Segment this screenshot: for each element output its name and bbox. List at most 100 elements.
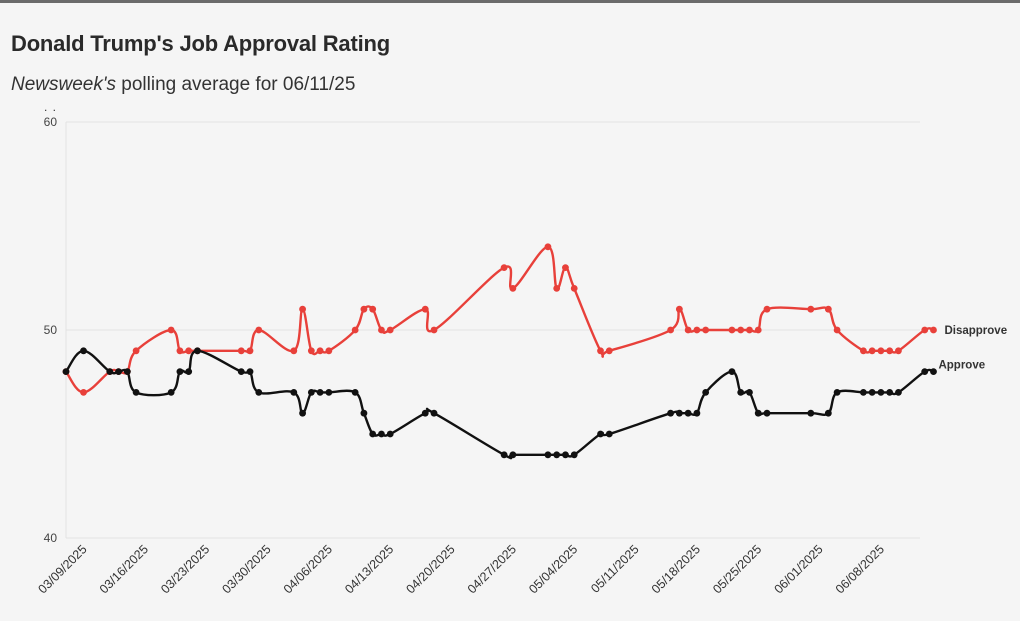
approve-data-point [378, 430, 385, 438]
x-tick-label: 04/06/2025 [281, 542, 335, 596]
disapprove-data-point [605, 347, 613, 355]
approve-data-point [684, 409, 692, 417]
x-tick-label: 05/11/2025 [588, 542, 642, 596]
disapprove-series-line [65, 245, 934, 394]
approve-data-point [62, 368, 70, 375]
x-tick-label: 03/30/2025 [220, 542, 274, 596]
approve-data-point [360, 409, 368, 417]
x-tick-label: 05/18/2025 [649, 542, 703, 596]
approve-data-point [859, 389, 867, 396]
x-tick-label: 04/27/2025 [465, 542, 519, 596]
approve-data-point [737, 389, 745, 396]
disapprove-data-point [386, 326, 394, 334]
disapprove-data-point [824, 305, 832, 313]
approve-data-point [930, 368, 937, 375]
disapprove-data-point [675, 305, 683, 313]
approve-data-point [553, 451, 561, 459]
disapprove-data-point [185, 347, 193, 355]
disapprove-data-point [868, 347, 876, 355]
approve-data-point [430, 409, 438, 417]
disapprove-data-point [807, 305, 815, 313]
approve-data-point [316, 389, 324, 396]
approve-data-point [675, 409, 683, 417]
x-tick-label: 06/01/2025 [772, 542, 826, 596]
disapprove-data-point [421, 305, 429, 313]
approve-data-point [255, 389, 263, 396]
x-tick-label: 03/23/2025 [158, 542, 212, 596]
approve-data-point [325, 389, 333, 396]
disapprove-data-point [597, 347, 604, 355]
disapprove-data-point [754, 326, 762, 334]
x-tick-label: 05/25/2025 [710, 542, 764, 596]
disapprove-data-point [246, 347, 254, 355]
disapprove-data-point [570, 285, 578, 292]
disapprove-data-point [369, 305, 377, 313]
approve-data-point [185, 368, 193, 375]
y-tick-label: 40 [44, 531, 58, 545]
disapprove-data-point [886, 347, 894, 355]
disapprove-data-point [307, 347, 315, 355]
approve-data-point [693, 409, 701, 417]
disapprove-data-point [562, 264, 569, 271]
approve-data-point [605, 430, 613, 438]
disapprove-data-point [360, 305, 368, 313]
disapprove-series-label: Disapprove [944, 325, 1007, 337]
x-tick-label: 04/13/2025 [342, 542, 396, 596]
disapprove-data-point [167, 326, 175, 334]
subtitle-text: polling average for 06/11/25 [116, 74, 356, 95]
x-tick-label: 03/16/2025 [97, 542, 151, 596]
x-tick-label: 04/20/2025 [404, 542, 458, 596]
top-rule [0, 0, 1020, 3]
approve-data-point [824, 409, 832, 417]
approve-data-point [807, 409, 815, 417]
approve-data-point [421, 409, 429, 417]
disapprove-data-point [80, 389, 87, 396]
disapprove-data-point [509, 285, 517, 292]
y-tick-label: 60 [44, 115, 58, 129]
approve-data-point [833, 389, 841, 396]
disapprove-data-point [702, 326, 710, 334]
approve-data-point [106, 368, 114, 375]
disapprove-data-point [237, 347, 245, 355]
approve-data-point [886, 389, 894, 396]
disapprove-data-point [693, 326, 701, 334]
disapprove-data-point [290, 347, 298, 355]
approve-data-point [509, 451, 517, 459]
disapprove-data-point [667, 326, 675, 334]
disapprove-data-point [895, 347, 902, 355]
approve-data-point [500, 451, 508, 459]
y-tick-label: 50 [44, 323, 58, 337]
approve-data-point [80, 347, 87, 355]
disapprove-data-point [746, 326, 753, 334]
approve-data-point [132, 389, 140, 396]
approve-data-point [895, 389, 902, 396]
approve-data-point [246, 368, 254, 375]
disapprove-data-point [316, 347, 324, 355]
approve-data-point [728, 368, 736, 375]
subtitle-source: Newsweek's [11, 74, 116, 95]
approve-data-point [115, 368, 122, 375]
approve-data-point [702, 389, 710, 396]
approve-data-point [123, 368, 131, 375]
disapprove-data-point [859, 347, 867, 355]
approve-data-point [746, 389, 753, 396]
disapprove-data-point [877, 347, 885, 355]
approve-data-point [194, 347, 201, 355]
legend-dots: . . [44, 100, 58, 114]
x-tick-label: 05/04/2025 [526, 542, 580, 596]
approve-data-point [351, 389, 359, 396]
approve-data-point [562, 451, 569, 459]
chart-subtitle: Newsweek's polling average for 06/11/25 [11, 74, 355, 96]
approve-series-label: Approve [938, 360, 985, 372]
chart-title: Donald Trump's Job Approval Rating [11, 31, 390, 56]
approve-data-point [763, 409, 771, 417]
approve-data-point [868, 389, 876, 396]
disapprove-data-point [132, 347, 140, 355]
x-tick-label: 03/09/2025 [36, 542, 90, 596]
approve-data-point [299, 409, 306, 417]
disapprove-data-point [684, 326, 692, 334]
disapprove-data-point [737, 326, 745, 334]
approve-data-point [597, 430, 604, 438]
approve-data-point [544, 451, 552, 459]
